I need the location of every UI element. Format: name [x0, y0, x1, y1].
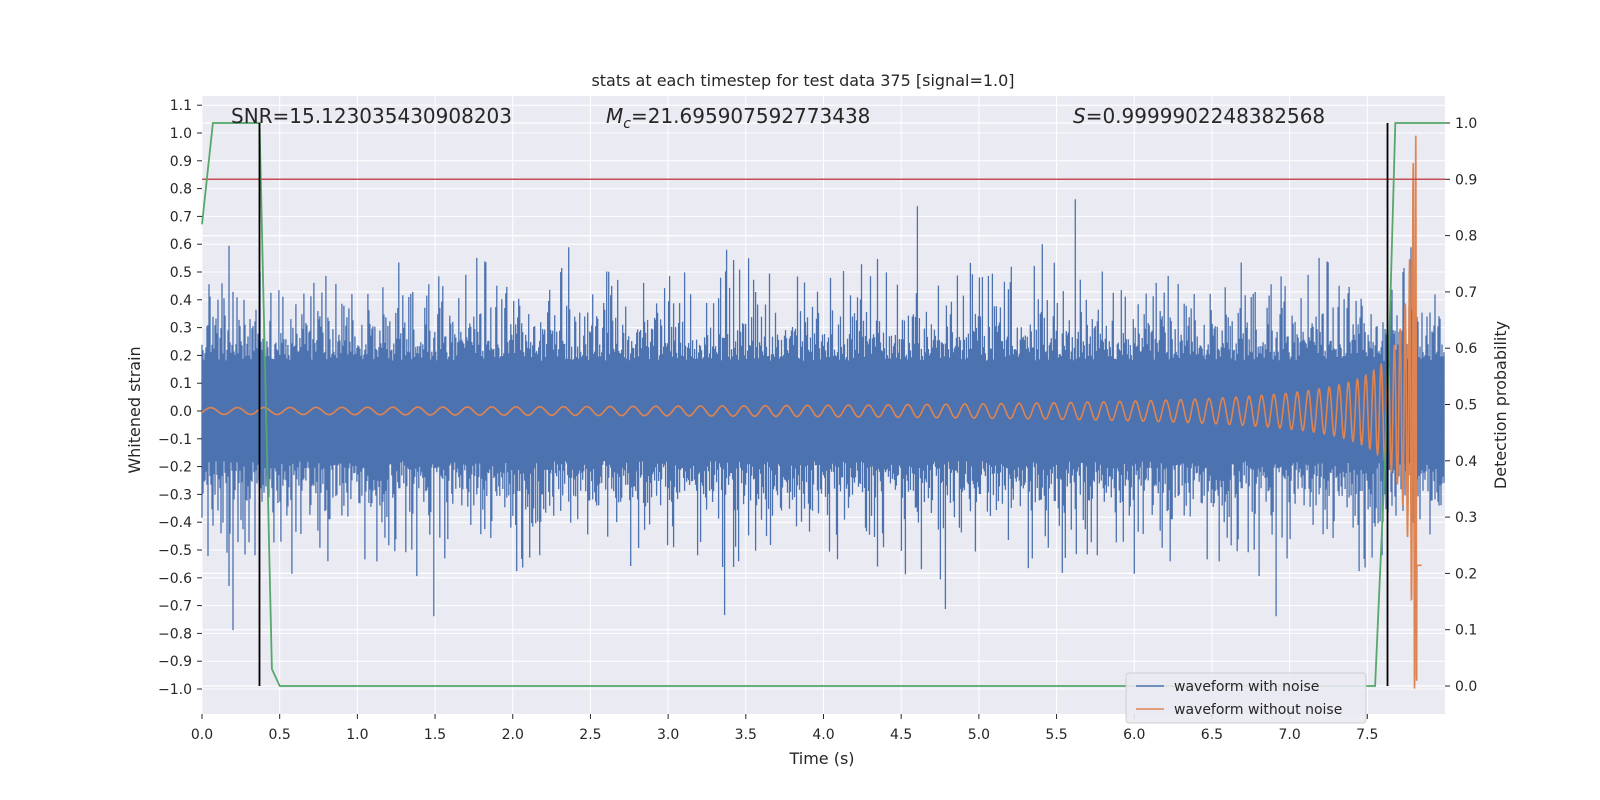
- x-tick-label: 4.0: [812, 727, 834, 743]
- y2-tick-label: 0.7: [1455, 285, 1477, 301]
- y-tick-label: 0.9: [170, 154, 192, 170]
- y-tick-label: 0.5: [170, 265, 192, 281]
- y-tick-label: −0.9: [158, 654, 192, 670]
- y-tick-label: −0.1: [158, 432, 192, 448]
- x-tick-label: 2.5: [579, 727, 601, 743]
- y2-tick-label: 0.6: [1455, 341, 1477, 357]
- y-tick-label: −0.4: [158, 515, 192, 531]
- y2-tick-label: 0.8: [1455, 229, 1477, 245]
- y-tick-label: 0.4: [170, 293, 192, 309]
- y2-tick-label: 1.0: [1455, 116, 1477, 132]
- x-tick-label: 2.0: [502, 727, 524, 743]
- y-axis-left-ticks: −1.0 −0.9 −0.8 −0.7 −0.6 −0.5 −0.4 −0.3 −0.2 −0.1…: [158, 98, 202, 698]
- y-tick-label: 0.2: [170, 348, 192, 364]
- chirp-mass-stat: Mc=21.695907592773438: [606, 104, 870, 132]
- chart-title: stats at each timestep for test data 375…: [591, 71, 1014, 90]
- y-tick-label: 1.0: [170, 126, 192, 142]
- y-tick-label: 0.8: [170, 182, 192, 198]
- y2-tick-label: 0.2: [1455, 566, 1477, 582]
- y-tick-label: −0.2: [158, 460, 192, 476]
- series-detection-probability: [201, 122, 1445, 687]
- y-axis-right-ticks: 0.0 0.1 0.2 0.3 0.4 0.5 0.6 0.7 0.8 0.9 1.0: [1445, 116, 1477, 695]
- x-tick-label: 5.0: [968, 727, 990, 743]
- x-tick-label: 4.5: [890, 727, 912, 743]
- y-tick-label: 1.1: [170, 98, 192, 114]
- y2-tick-label: 0.9: [1455, 172, 1477, 188]
- series-waveform-without-noise: [201, 135, 1422, 689]
- y2-tick-label: 0.0: [1455, 679, 1477, 695]
- x-tick-label: 5.5: [1045, 727, 1067, 743]
- y-tick-label: −0.8: [158, 626, 192, 642]
- x-tick-label: 6.0: [1123, 727, 1145, 743]
- y2-tick-label: 0.3: [1455, 510, 1477, 526]
- snr-stat: SNR=15.123035430908203: [231, 104, 512, 128]
- x-axis-label: Time (s): [788, 749, 854, 768]
- x-tick-label: 1.5: [424, 727, 446, 743]
- x-tick-label: 7.5: [1356, 727, 1378, 743]
- y2-tick-label: 0.4: [1455, 454, 1477, 470]
- x-axis-ticks: 0.0 0.5 1.0 1.5 2.0 2.5 3.0 3.5 4.0 4.5 5.0 5.5 6.0 6…: [191, 714, 1378, 743]
- x-tick-label: 7.0: [1278, 727, 1300, 743]
- plot-series: [201, 122, 1445, 689]
- y-tick-label: 0.7: [170, 209, 192, 225]
- y-tick-label: 0.6: [170, 237, 192, 253]
- legend-box: [1125, 672, 1367, 724]
- legend: waveform with noise waveform without noi…: [1125, 672, 1367, 724]
- y2-axis-label: Detection probability: [1491, 321, 1510, 489]
- y2-tick-label: 0.5: [1455, 398, 1477, 414]
- y-tick-label: 0.0: [170, 404, 192, 420]
- y-axis-label: Whitened strain: [125, 346, 144, 473]
- x-tick-label: 1.0: [346, 727, 368, 743]
- x-tick-label: 0.5: [269, 727, 291, 743]
- y-tick-label: 0.1: [170, 376, 192, 392]
- y2-tick-label: 0.1: [1455, 623, 1477, 639]
- x-tick-label: 3.0: [657, 727, 679, 743]
- y-tick-label: 0.3: [170, 321, 192, 337]
- y-tick-label: −0.7: [158, 599, 192, 615]
- y-tick-label: −0.5: [158, 543, 192, 559]
- x-tick-label: 3.5: [735, 727, 757, 743]
- x-tick-label: 0.0: [191, 727, 213, 743]
- y-tick-label: −1.0: [158, 682, 192, 698]
- score-stat: S=0.9999902248382568: [1073, 104, 1325, 128]
- legend-entry-clean: waveform without noise: [1174, 702, 1342, 718]
- y-tick-label: −0.3: [158, 487, 192, 503]
- x-tick-label: 6.5: [1201, 727, 1223, 743]
- y-tick-label: −0.6: [158, 571, 192, 587]
- legend-entry-noise: waveform with noise: [1174, 679, 1319, 695]
